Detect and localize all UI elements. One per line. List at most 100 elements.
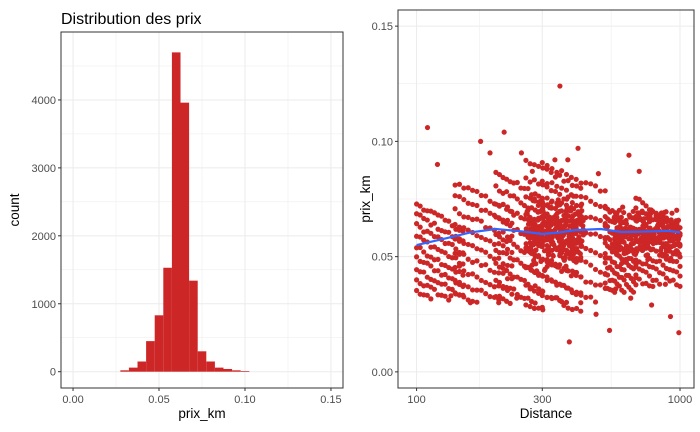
scatter-point xyxy=(565,157,571,163)
scatter-point xyxy=(563,240,569,246)
scatter-point xyxy=(663,241,669,247)
scatter-point xyxy=(523,194,529,200)
scatter-point xyxy=(456,224,463,230)
scatter-point xyxy=(435,268,441,274)
scatter-point xyxy=(527,179,533,185)
scatter-point xyxy=(483,193,489,199)
scatter-point xyxy=(535,217,541,223)
scatter-point xyxy=(636,196,642,202)
scatter-x-axis-title: Distance xyxy=(520,406,573,421)
scatter-point xyxy=(428,296,434,302)
scatter-point xyxy=(644,252,651,258)
scatter-point xyxy=(531,288,537,294)
histogram-bar xyxy=(232,370,241,372)
scatter-point xyxy=(650,283,656,290)
y-tick-label: 0.00 xyxy=(372,367,393,379)
scatter-point xyxy=(548,199,555,205)
scatter-point xyxy=(661,235,667,241)
scatter-point xyxy=(580,218,586,224)
scatter-point xyxy=(500,217,506,223)
scatter-point xyxy=(676,330,682,336)
scatter-point xyxy=(474,287,480,293)
scatter-point xyxy=(588,181,594,187)
scatter-point xyxy=(532,300,538,306)
scatter-point xyxy=(424,217,430,223)
scatter-point xyxy=(496,300,502,306)
scatter-point xyxy=(523,226,529,232)
scatter-point xyxy=(469,187,476,193)
scatter-point xyxy=(579,201,585,207)
scatter-point xyxy=(573,176,579,182)
scatter-point xyxy=(646,217,653,223)
scatter-point xyxy=(621,267,627,273)
scatter-point xyxy=(572,269,578,276)
scatter-point xyxy=(507,223,513,229)
scatter-point xyxy=(561,178,567,184)
scatter-point xyxy=(449,255,455,261)
scatter-point xyxy=(496,279,503,285)
scatter-point xyxy=(542,235,548,242)
scatter-point xyxy=(539,178,545,184)
scatter-point xyxy=(674,222,680,228)
scatter-point xyxy=(469,287,476,293)
scatter-point xyxy=(597,269,603,275)
scatter-point xyxy=(413,287,420,294)
scatter-point xyxy=(496,241,502,247)
scatter-point xyxy=(535,163,542,169)
scatter-point xyxy=(540,165,546,171)
scatter-point xyxy=(592,183,599,189)
scatter-point xyxy=(465,185,471,191)
scatter-point xyxy=(461,268,467,274)
scatter-point xyxy=(544,228,550,234)
scatter-point xyxy=(588,214,594,220)
scatter-point xyxy=(559,282,565,288)
y-tick-label: 0.15 xyxy=(372,21,393,33)
scatter-point xyxy=(507,271,513,277)
scatter-point xyxy=(618,260,625,267)
scatter-point xyxy=(545,215,551,222)
scatter-point xyxy=(518,200,524,206)
scatter-point xyxy=(580,223,586,229)
scatter-point xyxy=(607,245,613,251)
y-tick-label: 0 xyxy=(50,367,56,379)
scatter-point xyxy=(542,266,548,272)
scatter-point xyxy=(588,294,594,300)
histogram-bar xyxy=(154,315,164,372)
scatter-point xyxy=(487,253,493,259)
scatter-point xyxy=(535,181,542,187)
scatter-point xyxy=(504,276,511,282)
scatter-point xyxy=(657,281,663,287)
scatter-point xyxy=(487,294,493,300)
scatter-point xyxy=(478,207,484,213)
scatter-point xyxy=(621,209,627,216)
histogram-bar xyxy=(137,361,147,372)
scatter-point xyxy=(663,275,670,281)
scatter-point xyxy=(491,284,498,290)
scatter-point xyxy=(621,239,627,245)
scatter-point xyxy=(539,292,545,299)
scatter-point xyxy=(555,197,561,203)
scatter-point xyxy=(523,264,529,270)
scatter-point xyxy=(643,269,649,275)
scatter-point xyxy=(592,282,599,288)
scatter-point xyxy=(469,259,476,265)
scatter-point xyxy=(611,243,617,249)
scatter-point xyxy=(514,257,520,263)
scatter-point xyxy=(434,161,441,168)
histogram-gridlines xyxy=(61,32,343,388)
scatter-point xyxy=(648,247,654,253)
scatter-point xyxy=(533,261,539,267)
scatter-point xyxy=(540,202,546,209)
scatter-point xyxy=(578,185,584,191)
scatter-point xyxy=(525,207,531,213)
scatter-point xyxy=(666,224,673,230)
scatter-point xyxy=(564,247,570,253)
scatter-point xyxy=(493,183,499,189)
scatter-point xyxy=(465,284,471,290)
scatter-point xyxy=(469,243,476,249)
scatter-point xyxy=(523,157,529,163)
histogram-bar xyxy=(120,370,129,372)
scatter-point xyxy=(549,247,555,253)
scatter-point xyxy=(577,251,583,257)
scatter-point xyxy=(500,201,506,208)
